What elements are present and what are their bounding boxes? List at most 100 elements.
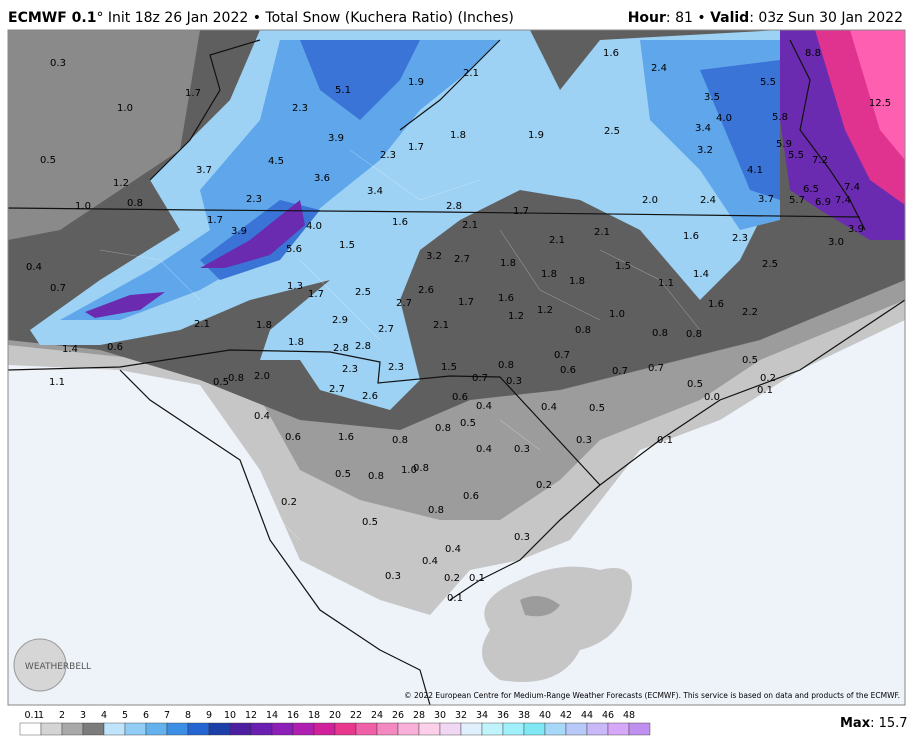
snow-amount-label: 0.4 bbox=[476, 401, 492, 412]
shade-mid-gray bbox=[8, 30, 200, 240]
snow-amount-label: 0.4 bbox=[254, 411, 270, 422]
snow-amount-label: 3.9 bbox=[231, 226, 247, 237]
snow-amount-label: 1.9 bbox=[408, 77, 424, 88]
colorbar-swatch bbox=[82, 722, 105, 736]
snow-amount-label: 2.3 bbox=[380, 150, 396, 161]
snow-amount-label: 1.4 bbox=[693, 269, 709, 280]
colorbar-swatch bbox=[607, 722, 630, 736]
snow-amount-label: 1.0 bbox=[609, 309, 625, 320]
snow-amount-label: 1.5 bbox=[339, 240, 355, 251]
valid-key: Valid bbox=[710, 10, 750, 26]
colorbar-swatch bbox=[229, 722, 252, 736]
snow-amount-label: 1.8 bbox=[541, 269, 557, 280]
colorbar-swatch bbox=[208, 722, 231, 736]
colorbar-swatch bbox=[565, 722, 588, 736]
snow-amount-label: 2.3 bbox=[388, 362, 404, 373]
county-lines bbox=[59, 149, 701, 691]
snow-amount-label: 0.4 bbox=[541, 402, 557, 413]
colorbar-swatch bbox=[271, 722, 294, 736]
snow-amount-label: 0.5 bbox=[335, 469, 351, 480]
snow-amount-label: 0.4 bbox=[26, 262, 42, 273]
snow-amount-label: 0.1 bbox=[757, 385, 773, 396]
max-key: Max bbox=[840, 716, 871, 731]
snow-amount-label: 0.3 bbox=[50, 58, 66, 69]
snow-amount-label: 4.1 bbox=[747, 165, 763, 176]
snow-amount-label: 2.8 bbox=[446, 201, 462, 212]
snow-amount-label: 2.1 bbox=[463, 68, 479, 79]
snow-amount-label: 7.4 bbox=[844, 182, 860, 193]
colorbar-tick-label: 44 bbox=[581, 710, 593, 721]
snow-amount-label: 1.0 bbox=[75, 201, 91, 212]
snow-amount-label: 0.7 bbox=[554, 350, 570, 361]
state-border bbox=[119, 369, 431, 705]
snow-amount-label: 2.4 bbox=[651, 63, 667, 74]
snow-amount-label: 2.7 bbox=[329, 384, 345, 395]
snow-amount-label: 2.4 bbox=[700, 195, 716, 206]
copyright: © 2022 European Centre for Medium-Range … bbox=[404, 691, 900, 700]
snow-amount-label: 0.8 bbox=[127, 198, 143, 209]
snow-amount-label: 0.6 bbox=[463, 491, 479, 502]
snow-amount-label: 1.3 bbox=[287, 281, 303, 292]
snow-amount-label: 5.6 bbox=[286, 244, 302, 255]
snow-amount-label: 2.0 bbox=[642, 195, 658, 206]
snow-amount-label: 3.6 bbox=[314, 173, 330, 184]
colorbar-tick-label: 28 bbox=[413, 710, 425, 721]
snow-amount-label: 0.3 bbox=[514, 444, 530, 455]
snow-amount-label: 1.6 bbox=[683, 231, 699, 242]
snow-amount-label: 0.8 bbox=[652, 328, 668, 339]
snow-amount-label: 0.5 bbox=[40, 155, 56, 166]
snow-amount-label: 2.5 bbox=[762, 259, 778, 270]
snow-amount-label: 0.3 bbox=[506, 376, 522, 387]
snow-amount-label: 2.3 bbox=[292, 103, 308, 114]
snow-amount-label: 2.8 bbox=[333, 343, 349, 354]
state-border bbox=[8, 349, 601, 486]
snow-amount-label: 5.9 bbox=[776, 139, 792, 150]
snow-amount-label: 1.6 bbox=[338, 432, 354, 443]
snow-amount-label: 4.5 bbox=[268, 156, 284, 167]
colorbar-swatch bbox=[544, 722, 567, 736]
shade-mid-gray bbox=[520, 596, 560, 617]
colorbar-tick-label: 9 bbox=[206, 710, 212, 721]
colorbar-swatch bbox=[586, 722, 609, 736]
snow-amount-label: 0.5 bbox=[742, 355, 758, 366]
colorbar-swatch bbox=[187, 722, 210, 736]
shade-blue bbox=[60, 40, 500, 320]
snow-amount-label: 1.7 bbox=[458, 297, 474, 308]
snow-amount-label: 0.4 bbox=[422, 556, 438, 567]
max-text: : 15.7 bbox=[870, 716, 907, 731]
snow-amount-label: 5.1 bbox=[335, 85, 351, 96]
snow-amount-label: 1.6 bbox=[708, 299, 724, 310]
snow-amount-label: 1.6 bbox=[392, 217, 408, 228]
colorbar-tick-label: 48 bbox=[623, 710, 635, 721]
colorbar-swatch bbox=[19, 722, 42, 736]
colorbar-tick-label: 30 bbox=[434, 710, 446, 721]
colorbar-tick-label: 3 bbox=[80, 710, 86, 721]
snow-amount-label: 2.1 bbox=[462, 220, 478, 231]
valid-text: : 03z Sun 30 Jan 2022 bbox=[749, 10, 903, 26]
snow-amount-label: 1.5 bbox=[615, 261, 631, 272]
snow-amount-label: 3.7 bbox=[196, 165, 212, 176]
snow-amount-label: 0.8 bbox=[392, 435, 408, 446]
snow-amount-label: 1.7 bbox=[408, 142, 424, 153]
title-text: ° Init 18z 26 Jan 2022 • Total Snow (Kuc… bbox=[96, 10, 514, 26]
colorbar-tick-label: 14 bbox=[266, 710, 278, 721]
snow-amount-label: 0.1 bbox=[447, 593, 463, 604]
colorbar-tick-label: 16 bbox=[287, 710, 299, 721]
colorbar-swatch bbox=[481, 722, 504, 736]
colorbar-swatch bbox=[40, 722, 63, 736]
colorbar-tick-label: 46 bbox=[602, 710, 614, 721]
snow-amount-label: 2.5 bbox=[355, 287, 371, 298]
coastline bbox=[789, 39, 866, 231]
colorbar-swatch bbox=[166, 722, 189, 736]
snow-amount-label: 0.6 bbox=[560, 365, 576, 376]
snow-amount-label: 3.9 bbox=[328, 133, 344, 144]
colorbar-swatch bbox=[313, 722, 336, 736]
colorbar-swatch bbox=[145, 722, 168, 736]
snow-amount-label: 2.1 bbox=[433, 320, 449, 331]
snow-amount-label: 1.5 bbox=[441, 362, 457, 373]
snow-amount-label: 3.0 bbox=[828, 237, 844, 248]
snow-amount-label: 2.9 bbox=[332, 315, 348, 326]
snow-amount-label: 0.3 bbox=[514, 532, 530, 543]
snow-amount-label: 1.8 bbox=[569, 276, 585, 287]
